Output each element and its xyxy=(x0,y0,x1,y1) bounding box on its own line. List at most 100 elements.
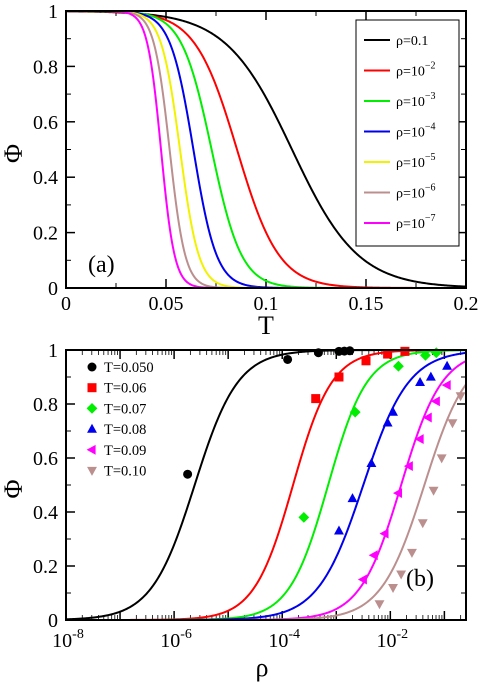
panel-b-x-tick-base: 10 xyxy=(160,630,180,652)
panel-a-legend-base: ρ=0.1 xyxy=(396,34,428,49)
panel-b-data-point xyxy=(361,356,371,366)
panel-a-legend-base: ρ=10 xyxy=(396,187,425,202)
panel-a-x-tick-label: 0.15 xyxy=(349,293,384,315)
panel-a-x-tick-label: 0.1 xyxy=(254,293,279,315)
panel-a-legend-base: ρ=10 xyxy=(396,156,425,171)
panel-b-data-point xyxy=(400,346,410,356)
panel-a-legend-exponent: −4 xyxy=(425,122,436,133)
panel-a-x-axis-title: T xyxy=(258,311,274,340)
panel-b-data-point xyxy=(382,417,393,427)
panel-a-legend-label: ρ=0.1 xyxy=(396,34,428,49)
panel-b-y-tick-label: 0.2 xyxy=(33,556,58,578)
panel-b-data-point xyxy=(403,461,413,472)
panel-b-legend: T=0.050 T=0.06 T=0.07 T=0.08 T=0.09 T=0.10 xyxy=(86,360,154,480)
panel-b-legend-marker xyxy=(86,403,98,414)
panel-b-legend-marker xyxy=(87,383,97,393)
panel-b-data-point xyxy=(347,493,358,503)
panel-b: 10-8 10-6 10-4 10-200.20.40.60.81 ρ Φ (b) T… xyxy=(0,340,467,682)
panel-b-data-point xyxy=(379,528,389,539)
panel-b-legend-label: T=0.06 xyxy=(104,381,146,397)
panel-b-x-axis-title: ρ xyxy=(256,653,269,682)
panel-a-legend-exponent: −7 xyxy=(425,213,436,224)
panel-b-data-point xyxy=(415,377,426,386)
panel-b-tick-labels: 10-8 10-6 10-4 10-200.20.40.60.81 xyxy=(33,340,408,652)
panel-b-data-point xyxy=(183,469,193,479)
panel-b-data-point xyxy=(393,360,404,372)
panel-a-legend-label: ρ=10−3 xyxy=(396,91,436,110)
panel-b-legend-label: T=0.07 xyxy=(104,401,146,417)
panel-b-data-point xyxy=(311,394,321,404)
panel-b-legend-label: T=0.050 xyxy=(104,360,154,376)
panel-b-data-point xyxy=(430,396,440,407)
panel-b-data-point xyxy=(396,570,407,580)
panel-a-legend-label: ρ=10−4 xyxy=(396,122,436,141)
panel-b-data-point xyxy=(436,454,447,464)
panel-a-y-tick-label: 1 xyxy=(48,1,58,23)
panel-a-x-tick-label: 0 xyxy=(61,293,71,315)
panel-b-data-point xyxy=(366,458,377,467)
panel-a-legend-exponent: −6 xyxy=(425,183,436,194)
panel-a-legend: ρ=0.1ρ=10−2ρ=10−3ρ=10−4ρ=10−5ρ=10−6ρ=10−… xyxy=(355,19,460,247)
panel-b-data-point xyxy=(430,347,442,359)
panel-a-y-tick-label: 0 xyxy=(48,278,58,300)
panel-b-legend-label: T=0.08 xyxy=(104,422,146,438)
panel-b-legend-marker xyxy=(87,362,97,372)
panel-b-x-tick-exponent: -2 xyxy=(396,627,408,642)
panel-b-x-tick-exponent: -8 xyxy=(72,627,84,642)
panel-b-legend-label: T=0.09 xyxy=(104,443,146,459)
panel-b-data-point xyxy=(442,360,453,370)
panel-a-legend-exponent: −3 xyxy=(425,91,436,102)
panel-b-data-point xyxy=(388,406,398,416)
panel-b-x-tick-label: 10-2 xyxy=(376,627,408,652)
panel-b-x-tick-base: 10 xyxy=(376,630,396,652)
panel-b-x-tick-label: 10-8 xyxy=(52,627,84,652)
panel-b-legend-marker xyxy=(87,466,97,476)
panel-a-plot-frame xyxy=(65,10,467,289)
panel-b-x-tick-exponent: -6 xyxy=(180,627,192,642)
panel-a-legend-base: ρ=10 xyxy=(396,126,425,141)
panel-b-y-axis-title: Φ xyxy=(0,479,28,498)
panel-a-legend-exponent: −5 xyxy=(425,152,436,163)
panel-a-x-tick-label: 0.05 xyxy=(149,293,184,315)
panel-b-y-tick-label: 0.4 xyxy=(33,502,58,524)
panel-b-y-tick-label: 0.8 xyxy=(33,394,58,416)
panel-b-data-point xyxy=(417,519,428,529)
panel-b-data-point xyxy=(357,574,367,585)
panel-b-x-tick-base: 10 xyxy=(52,630,72,652)
panel-b-y-tick-label: 0.6 xyxy=(33,448,58,470)
panel-a-tick-labels: 0 0.05 0.1 0.15 0.2 0 0.2 0.4 0.6 0.8 1 xyxy=(33,1,479,315)
panel-a-y-tick-label: 0.6 xyxy=(33,112,58,134)
panel-a-legend-base: ρ=10 xyxy=(396,217,425,232)
panel-b-y-tick-label: 0 xyxy=(48,610,58,632)
panel-b-y-tick-label: 1 xyxy=(48,340,58,362)
panel-a-legend-exponent: −2 xyxy=(425,61,436,72)
panel-b-x-tick-label: 10-4 xyxy=(268,627,300,652)
panel-b-data-point xyxy=(447,419,458,429)
panel-b-data-point xyxy=(441,380,451,391)
panel-b-data-point xyxy=(414,434,424,445)
panel-b-data-point xyxy=(298,512,310,523)
panel-b-data-point xyxy=(406,548,417,558)
panel-a-legend-label: ρ=10−7 xyxy=(396,213,436,232)
panel-b-plot-frame xyxy=(65,349,467,621)
panel-b-data-point xyxy=(334,525,344,535)
panel-b-data-point xyxy=(349,406,361,418)
panel-b-data-point xyxy=(388,584,398,593)
panel-a-y-axis-title: Φ xyxy=(0,144,28,163)
panel-b-x-tick-label: 10-6 xyxy=(160,627,192,652)
panel-a-legend-label: ρ=10−5 xyxy=(396,152,436,171)
panel-b-legend-marker xyxy=(87,423,97,433)
panel-a-y-tick-label: 0.8 xyxy=(33,56,58,78)
panel-a-legend-box xyxy=(355,19,460,247)
panel-a-y-tick-label: 0.2 xyxy=(33,223,58,245)
panel-b-data-point xyxy=(428,486,439,496)
panel-b-data-point xyxy=(283,354,293,364)
panel-b-data-point xyxy=(420,350,431,361)
panel-b-data-point xyxy=(334,372,344,382)
panel-b-data-point xyxy=(393,488,403,499)
panel-a-label: (a) xyxy=(88,252,115,278)
panel-b-data-point xyxy=(368,550,378,561)
panel-b-label: (b) xyxy=(406,566,434,592)
panel-a-legend-base: ρ=10 xyxy=(396,95,425,110)
